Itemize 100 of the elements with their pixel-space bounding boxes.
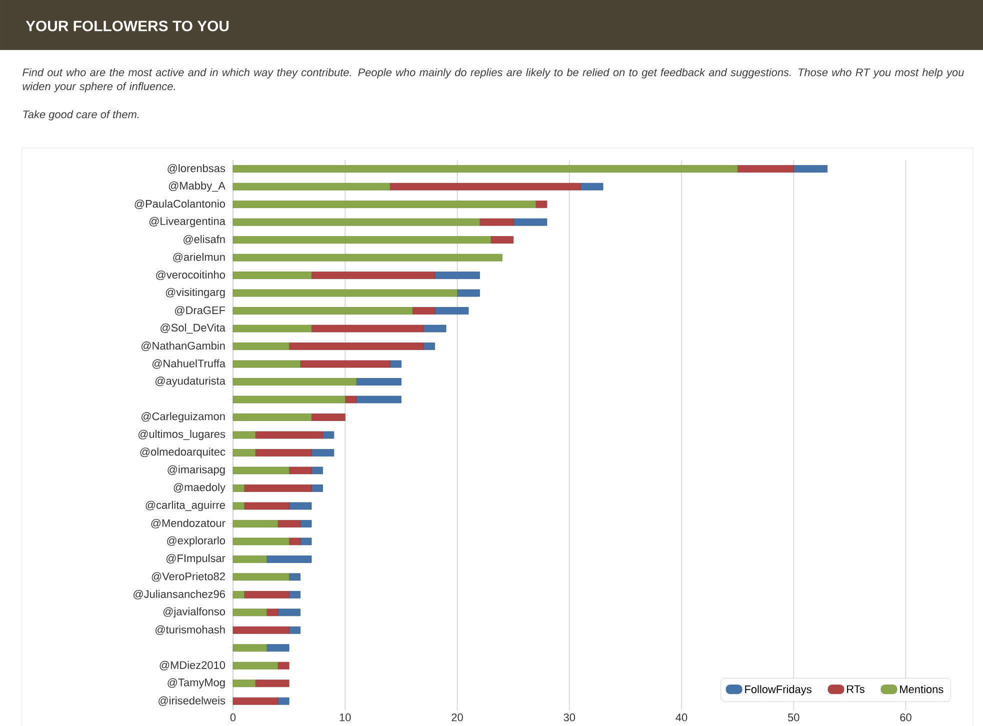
bar [278, 662, 290, 670]
bar [232, 254, 502, 262]
bar [434, 307, 469, 314]
y-tick-label: @javialfonso [163, 607, 226, 618]
y-tick-label: @Mendozatour [151, 518, 226, 528]
bar [232, 502, 244, 510]
bar [311, 466, 323, 474]
bar [232, 680, 256, 687]
bar [232, 200, 536, 208]
bar [232, 272, 312, 279]
bar [232, 590, 244, 598]
bar [232, 573, 290, 581]
bar [266, 608, 278, 616]
bar [232, 289, 458, 297]
bar [513, 218, 548, 226]
bar [232, 608, 267, 616]
y-tick-label: @elisafn [184, 235, 225, 244]
y-tick-label: @olmedoarquitec [140, 448, 226, 458]
x-tick-label: 30 [564, 713, 576, 722]
bar [232, 662, 278, 670]
bar [434, 272, 480, 279]
y-tick-label: @arielmun [173, 252, 225, 262]
bar [288, 342, 424, 350]
bar [412, 307, 436, 314]
bar [288, 502, 312, 510]
y-tick-label: @Carleguizamon [142, 412, 225, 422]
bar [232, 218, 480, 226]
bar [278, 608, 300, 616]
bar [232, 396, 346, 404]
bar [288, 626, 300, 634]
y-tick-label: @NahuelTruffa [152, 359, 226, 369]
y-tick-label: @explorarlo [167, 536, 226, 546]
bar [232, 378, 357, 386]
bar [232, 520, 278, 528]
bar [232, 182, 390, 190]
y-tick-label: @Juliansanchez96 [134, 590, 225, 600]
text: Take good care of them. [23, 110, 139, 120]
legend-label: RTs [847, 685, 864, 693]
bar [793, 165, 828, 172]
bar [232, 324, 312, 332]
bar [580, 182, 604, 190]
bar [266, 555, 312, 563]
bar [356, 396, 402, 404]
bar [232, 538, 290, 546]
y-tick-label: @carlita_aguirre [146, 500, 225, 511]
bar [311, 324, 424, 332]
bar [232, 342, 290, 350]
bar [300, 360, 390, 368]
y-tick-label: @NathanGambin [142, 341, 225, 351]
bar [232, 431, 256, 439]
y-tick-label: @TamyMog [168, 678, 225, 688]
y-tick-label: @ultimos_lugares [138, 430, 226, 440]
bar [344, 396, 357, 404]
x-tick-label: 40 [676, 713, 688, 722]
bar [232, 644, 267, 652]
bar [311, 272, 436, 279]
bar [536, 200, 548, 208]
y-tick-label: @Liveargentina [149, 216, 226, 228]
bar [490, 236, 514, 244]
bar [311, 413, 346, 421]
y-tick-label: @PaulaColantonio [134, 200, 225, 209]
y-tick-label: @MDiez2010 [160, 660, 226, 670]
y-tick-label: @FImpulsar [166, 554, 226, 564]
y-tick-label: @Sol_DeVita [160, 323, 226, 334]
chart-title: YOUR FOLLOWERS TO YOU [26, 20, 229, 32]
bar [423, 342, 436, 350]
y-tick-label: @VeroPrieto82 [152, 572, 225, 582]
y-tick-label: @turismohash [156, 625, 225, 635]
bar [479, 218, 514, 226]
bar [232, 484, 244, 492]
legend-label: Mentions [900, 685, 944, 694]
bar [322, 431, 334, 439]
y-tick-label: @verocoitinho [156, 270, 226, 280]
bar [232, 448, 256, 456]
x-tick-label: 10 [340, 713, 351, 722]
bar [737, 165, 794, 172]
bar [278, 520, 300, 528]
bar [300, 520, 312, 528]
y-tick-label: @lorenbsas [168, 164, 226, 174]
bar [244, 590, 290, 598]
bar [232, 360, 300, 368]
bar [244, 502, 290, 510]
x-tick-label: 20 [452, 713, 463, 722]
bar [232, 165, 738, 172]
bar [356, 378, 402, 386]
bar [300, 538, 312, 546]
bar [278, 697, 290, 705]
legend-label: FollowFridays [745, 685, 812, 696]
bar [255, 448, 312, 456]
bar [232, 413, 312, 421]
bar [423, 324, 446, 332]
bar [232, 555, 267, 563]
y-tick-label: @Mabby_A [168, 181, 226, 192]
bar [288, 466, 312, 474]
bar [232, 697, 278, 705]
y-tick-label: @visitingarg [166, 288, 225, 298]
x-tick-label: 60 [900, 713, 912, 722]
chart-subtitle: Find out who are the most active and in which way they contribute. People who mainly do replies are likely to be relied on to get feedback and suggestions. Those who RT you most help you widen your sphere of influence. [22, 68, 964, 92]
bar [255, 680, 290, 687]
bar [390, 360, 402, 368]
